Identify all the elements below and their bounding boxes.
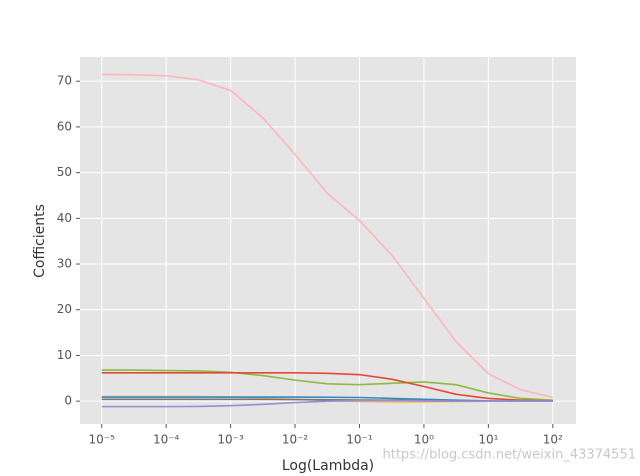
y-tick-label: 50 [57, 165, 72, 179]
series-line [101, 73, 553, 399]
y-tick-label: 20 [57, 302, 72, 316]
x-tick-label: 10⁻⁵ [89, 433, 116, 447]
y-axis-label: Cofficients [32, 204, 48, 278]
y-tick-label: 60 [57, 119, 72, 133]
series-line [101, 399, 553, 408]
x-axis-label: Log(Lambda) [282, 458, 374, 474]
x-tick-label: 10⁻³ [217, 433, 244, 447]
plot-area [80, 57, 576, 424]
series-line [101, 372, 553, 402]
y-tick-label: 0 [64, 394, 72, 408]
x-tick-label: 10⁻¹ [346, 433, 373, 447]
x-tick-label: 10² [543, 433, 563, 447]
watermark: https://blog.csdn.net/weixin_43374551 [382, 448, 636, 463]
y-tick-label: 30 [57, 257, 72, 271]
y-tick-label: 70 [57, 74, 72, 88]
x-tick-label: 10¹ [478, 433, 498, 447]
y-tick-label: 10 [57, 348, 72, 362]
series-line [101, 369, 553, 402]
x-tick-label: 10⁰ [414, 433, 434, 447]
x-tick-label: 10⁻⁴ [153, 433, 180, 447]
y-tick-label: 40 [57, 211, 72, 225]
x-tick-label: 10⁻² [282, 433, 309, 447]
